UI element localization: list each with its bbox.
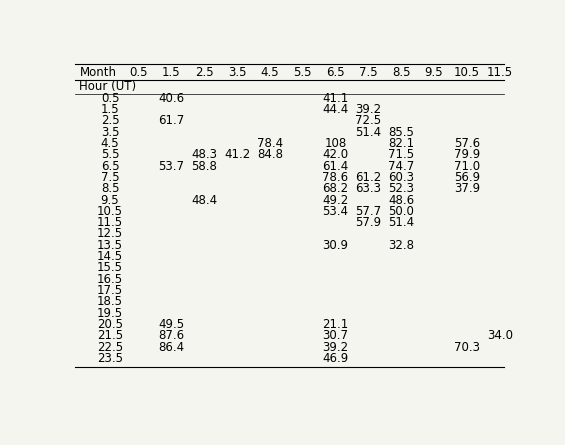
Text: 17.5: 17.5 [97,284,123,297]
Text: 61.2: 61.2 [355,171,381,184]
Text: 11.5: 11.5 [486,66,513,79]
Text: 21.1: 21.1 [323,318,349,331]
Text: 7.5: 7.5 [359,66,377,79]
Text: 42.0: 42.0 [323,148,349,162]
Text: 58.8: 58.8 [191,160,217,173]
Text: Month: Month [79,66,116,79]
Text: 57.7: 57.7 [355,205,381,218]
Text: 2.5: 2.5 [101,114,119,127]
Text: 61.4: 61.4 [323,160,349,173]
Text: 8.5: 8.5 [101,182,119,195]
Text: 37.9: 37.9 [454,182,480,195]
Text: 51.4: 51.4 [355,125,381,139]
Text: 5.5: 5.5 [101,148,119,162]
Text: 44.4: 44.4 [323,103,349,116]
Text: 10.5: 10.5 [97,205,123,218]
Text: 1.5: 1.5 [101,103,119,116]
Text: 16.5: 16.5 [97,273,123,286]
Text: 11.5: 11.5 [97,216,123,229]
Text: 108: 108 [324,137,347,150]
Text: 63.3: 63.3 [355,182,381,195]
Text: 52.3: 52.3 [388,182,414,195]
Text: 6.5: 6.5 [326,66,345,79]
Text: 0.5: 0.5 [129,66,147,79]
Text: 72.5: 72.5 [355,114,381,127]
Text: 53.4: 53.4 [323,205,349,218]
Text: 10.5: 10.5 [454,66,480,79]
Text: 6.5: 6.5 [101,160,119,173]
Text: 84.8: 84.8 [257,148,283,162]
Text: 60.3: 60.3 [388,171,414,184]
Text: 49.2: 49.2 [323,194,349,206]
Text: 20.5: 20.5 [97,318,123,331]
Text: 1.5: 1.5 [162,66,181,79]
Text: 48.4: 48.4 [191,194,217,206]
Text: 39.2: 39.2 [323,340,349,353]
Text: 2.5: 2.5 [195,66,214,79]
Text: 4.5: 4.5 [260,66,279,79]
Text: 8.5: 8.5 [392,66,410,79]
Text: 51.4: 51.4 [388,216,414,229]
Text: 39.2: 39.2 [355,103,381,116]
Text: 70.3: 70.3 [454,340,480,353]
Text: 0.5: 0.5 [101,92,119,105]
Text: 4.5: 4.5 [101,137,119,150]
Text: 86.4: 86.4 [158,340,184,353]
Text: 34.0: 34.0 [486,329,513,342]
Text: 9.5: 9.5 [425,66,444,79]
Text: 68.2: 68.2 [323,182,349,195]
Text: 7.5: 7.5 [101,171,119,184]
Text: 18.5: 18.5 [97,295,123,308]
Text: 14.5: 14.5 [97,250,123,263]
Text: 74.7: 74.7 [388,160,414,173]
Text: 57.9: 57.9 [355,216,381,229]
Text: 15.5: 15.5 [97,261,123,275]
Text: 9.5: 9.5 [101,194,119,206]
Text: 61.7: 61.7 [158,114,184,127]
Text: 30.9: 30.9 [323,239,349,252]
Text: 32.8: 32.8 [388,239,414,252]
Text: 3.5: 3.5 [228,66,246,79]
Text: Hour (UT): Hour (UT) [79,81,137,93]
Text: 79.9: 79.9 [454,148,480,162]
Text: 12.5: 12.5 [97,227,123,240]
Text: 30.7: 30.7 [323,329,349,342]
Text: 48.3: 48.3 [191,148,217,162]
Text: 19.5: 19.5 [97,307,123,320]
Text: 40.6: 40.6 [158,92,184,105]
Text: 21.5: 21.5 [97,329,123,342]
Text: 41.2: 41.2 [224,148,250,162]
Text: 23.5: 23.5 [97,352,123,365]
Text: 82.1: 82.1 [388,137,414,150]
Text: 5.5: 5.5 [293,66,312,79]
Text: 50.0: 50.0 [388,205,414,218]
Text: 56.9: 56.9 [454,171,480,184]
Text: 57.6: 57.6 [454,137,480,150]
Text: 71.0: 71.0 [454,160,480,173]
Text: 41.1: 41.1 [323,92,349,105]
Text: 49.5: 49.5 [158,318,184,331]
Text: 85.5: 85.5 [388,125,414,139]
Text: 13.5: 13.5 [97,239,123,252]
Text: 78.4: 78.4 [257,137,283,150]
Text: 48.6: 48.6 [388,194,414,206]
Text: 78.6: 78.6 [323,171,349,184]
Text: 46.9: 46.9 [323,352,349,365]
Text: 3.5: 3.5 [101,125,119,139]
Text: 87.6: 87.6 [158,329,184,342]
Text: 22.5: 22.5 [97,340,123,353]
Text: 71.5: 71.5 [388,148,414,162]
Text: 53.7: 53.7 [158,160,184,173]
